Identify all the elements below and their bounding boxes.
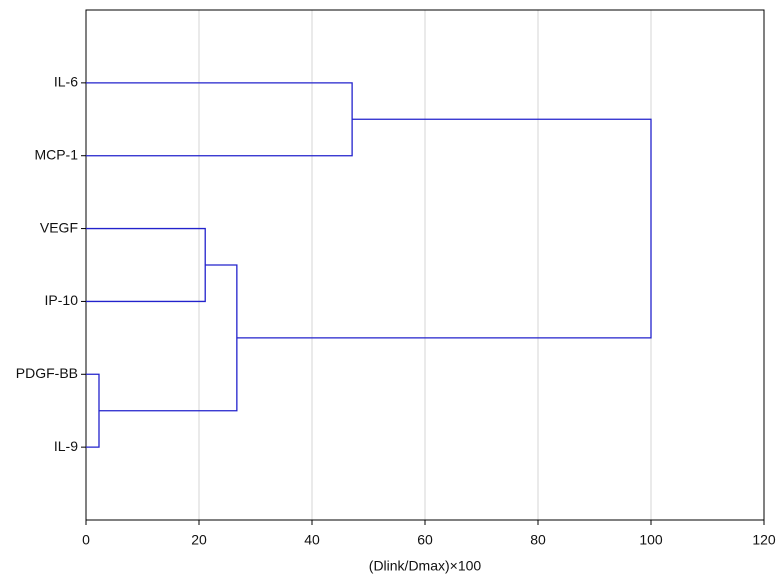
- x-tick-label: 80: [530, 532, 546, 548]
- dendrogram-link: [86, 373, 100, 448]
- plot-frame: [85, 9, 765, 521]
- leaf-label: IL-6: [54, 74, 78, 90]
- x-tick-label: 120: [752, 532, 776, 548]
- x-tick-label: 60: [417, 532, 433, 548]
- dendrogram-link: [98, 264, 238, 412]
- leaf-label: IP-10: [45, 292, 79, 308]
- dendrogram-link: [86, 227, 206, 303]
- x-tick-label: 0: [82, 532, 90, 548]
- leaf-label: MCP-1: [34, 146, 78, 162]
- leaf-label: PDGF-BB: [16, 365, 78, 381]
- dendrogram-link: [236, 118, 652, 339]
- x-tick-label: 20: [191, 532, 207, 548]
- x-tick-label: 100: [639, 532, 663, 548]
- leaf-label: VEGF: [40, 219, 78, 235]
- x-axis-label: (Dlink/Dmax)×100: [369, 558, 482, 574]
- x-tick-label: 40: [304, 532, 320, 548]
- leaf-label: IL-9: [54, 438, 78, 454]
